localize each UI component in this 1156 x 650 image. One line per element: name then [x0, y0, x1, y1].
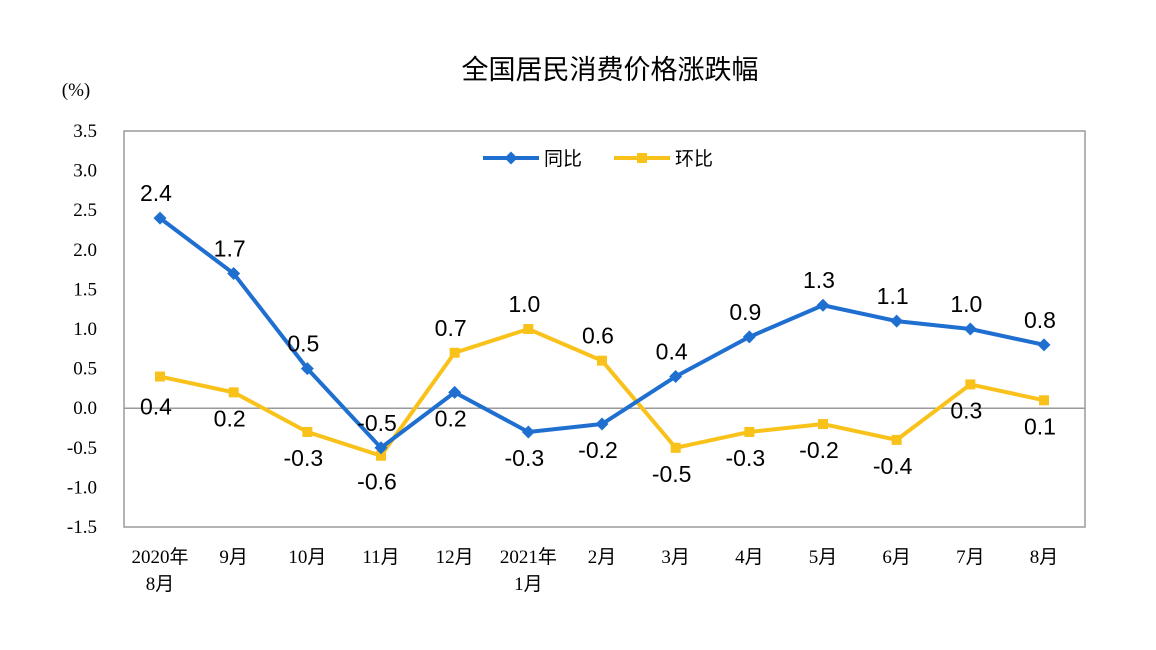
yoy-data-label: -0.2: [578, 437, 618, 463]
yoy-data-label: 0.5: [287, 331, 319, 357]
legend-marker-diamond: [504, 151, 518, 165]
yoy-point: [890, 314, 904, 328]
y-axis-tick-labels: 3.5 3.0 2.5 2.0 1.5 1.0 0.5 0.0 -0.5 -1.0 -1.5: [67, 121, 97, 538]
x-tick-label: 6月: [882, 547, 911, 568]
x-tick-label: 12月: [436, 547, 474, 568]
yoy-point: [742, 330, 756, 344]
mom-point: [891, 434, 902, 445]
legend-marker-square: [637, 153, 647, 163]
mom-data-label: 0.3: [950, 397, 982, 423]
yoy-data-label: 0.8: [1024, 307, 1056, 333]
yoy-point: [1037, 338, 1051, 352]
x-axis-tick-labels: 2020年 8月 9月 10月 11月 12月 2021年 1月 2月 3月 4月 5月 6月 7月 8月: [131, 546, 1058, 595]
y-tick-label: -0.5: [67, 438, 97, 459]
mom-data-label: 0.2: [214, 405, 246, 431]
chart-title: 全国居民消费价格涨跌幅: [462, 55, 759, 86]
mom-data-label: -0.2: [799, 437, 839, 463]
y-tick-label: 2.5: [73, 200, 97, 221]
x-tick-label: 2021年: [500, 546, 557, 568]
yoy-point: [300, 362, 314, 376]
legend-label: 环比: [675, 148, 713, 170]
y-tick-label: 2.0: [73, 240, 97, 261]
yoy-data-label: -0.3: [505, 445, 545, 471]
legend-label: 同比: [544, 148, 582, 170]
mom-point: [523, 324, 534, 334]
mom-point: [1039, 395, 1049, 406]
x-tick-label: 4月: [735, 547, 764, 568]
yoy-point: [816, 298, 830, 312]
y-tick-label: 0.0: [73, 398, 97, 419]
y-tick-label: 3.5: [73, 121, 97, 142]
x-tick-label: 2020年: [131, 546, 188, 568]
mom-point: [155, 371, 165, 382]
x-tick-label: 11月: [362, 547, 399, 568]
plot-area-border: [123, 130, 1086, 528]
mom-point: [670, 442, 681, 453]
yoy-data-label: 1.1: [877, 283, 909, 309]
x-tick-label: 8月: [146, 574, 175, 595]
mom-point: [449, 347, 460, 358]
yoy-data-label: -0.5: [357, 410, 397, 436]
x-tick-label: 9月: [219, 547, 248, 568]
x-tick-label: 3月: [661, 547, 690, 568]
y-tick-label: 1.0: [73, 319, 97, 340]
mom-data-label: -0.3: [726, 445, 766, 471]
mom-data-label: 0.1: [1024, 413, 1056, 439]
y-tick-label: 0.5: [73, 359, 97, 380]
y-axis-unit-label: (%): [62, 80, 90, 101]
series-layer: [153, 211, 1051, 461]
x-tick-label: 8月: [1030, 547, 1059, 568]
yoy-data-label: 1.3: [803, 267, 835, 293]
yoy-point: [595, 417, 609, 431]
yoy-data-label: 2.4: [140, 180, 172, 206]
mom-point: [965, 379, 976, 390]
mom-point: [744, 426, 755, 437]
yoy-point: [227, 267, 241, 281]
yoy-point: [963, 322, 977, 336]
mom-data-label: 0.6: [582, 323, 614, 349]
mom-point: [376, 450, 386, 461]
x-tick-label: 10月: [288, 547, 326, 568]
mom-data-label: -0.5: [652, 461, 692, 487]
x-tick-label: 2月: [588, 547, 617, 568]
y-tick-label: -1.0: [67, 477, 97, 498]
mom-data-label: -0.4: [873, 453, 913, 479]
yoy-point: [153, 211, 167, 225]
mom-point: [228, 387, 239, 398]
yoy-point: [521, 425, 535, 439]
legend: 同比 环比: [483, 148, 713, 170]
yoy-data-label: 0.4: [656, 339, 688, 365]
y-tick-label: 3.0: [73, 161, 97, 182]
mom-data-label: 0.4: [140, 394, 172, 420]
yoy-point: [374, 441, 388, 455]
yoy-data-label: 0.9: [729, 299, 761, 325]
mom-point: [597, 355, 607, 366]
yoy-point: [669, 370, 683, 384]
yoy-data-label: 1.7: [214, 236, 246, 262]
yoy-data-label: 1.0: [950, 291, 982, 317]
yoy-data-label: 0.2: [435, 405, 467, 431]
x-tick-label: 7月: [956, 547, 985, 568]
y-tick-label: 1.5: [73, 279, 97, 300]
mom-point: [302, 426, 313, 437]
yoy-point: [448, 385, 462, 399]
mom-data-label: -0.3: [284, 445, 324, 471]
data-labels-layer: 2.4 1.7 0.5 -0.5 0.2 -0.3 -0.2 0.4 0.9 1.3 1.1 1.0 0…: [140, 180, 1056, 495]
y-tick-label: -1.5: [67, 517, 97, 538]
mom-data-label: 0.7: [435, 315, 467, 341]
x-tick-label: 5月: [809, 547, 838, 568]
mom-data-label: 1.0: [508, 291, 540, 317]
mom-data-label: -0.6: [357, 469, 397, 495]
x-tick-label: 1月: [514, 574, 543, 595]
mom-point: [818, 419, 828, 430]
